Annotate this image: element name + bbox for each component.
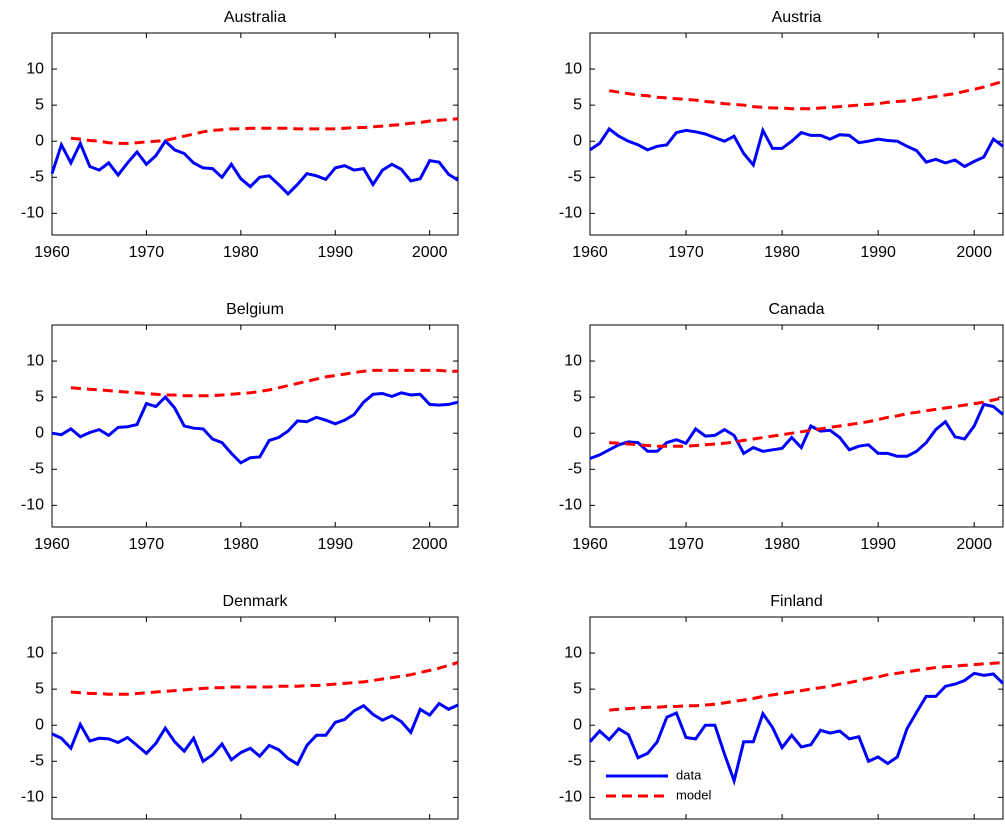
y-tick-label: -5: [30, 753, 44, 770]
series-line: [588, 671, 1005, 786]
chart-title: Australia: [224, 9, 286, 26]
series-line: [70, 117, 459, 145]
y-tick-label: -5: [30, 461, 44, 478]
x-tick-label: 1980: [764, 244, 800, 261]
y-tick-label: 5: [573, 96, 582, 113]
plot-frame: [51, 324, 459, 528]
series-line: [589, 126, 1004, 169]
x-tick-label: 1990: [317, 536, 353, 553]
series-line: [51, 701, 459, 767]
plot-frame: [51, 32, 459, 236]
plot-frame: [51, 616, 459, 820]
y-tick-label: -5: [568, 461, 582, 478]
series-line: [70, 661, 459, 696]
chart-title: Denmark: [223, 593, 289, 610]
x-tick-label: 1990: [860, 536, 896, 553]
plot-frame: [589, 324, 1004, 528]
chart-title: Belgium: [226, 301, 284, 318]
x-tick-label: 1970: [129, 244, 165, 261]
y-tick-label: 5: [573, 680, 582, 697]
legend-box: [597, 760, 721, 812]
y-tick-label: -5: [30, 169, 44, 186]
y-tick-label: 0: [573, 716, 582, 733]
y-tick-label: 5: [35, 96, 44, 113]
chart-title: Finland: [770, 593, 822, 610]
series-line: [609, 396, 1004, 448]
x-tick-label: 1980: [764, 536, 800, 553]
y-tick-label: -10: [559, 205, 582, 222]
y-tick-label: 0: [35, 132, 44, 149]
chart-title: Austria: [772, 9, 822, 26]
y-tick-label: 0: [573, 132, 582, 149]
x-tick-label: 2000: [956, 536, 992, 553]
y-tick-label: 10: [26, 352, 44, 369]
y-tick-label: 10: [564, 352, 582, 369]
x-tick-label: 1990: [317, 244, 353, 261]
legend-label: data: [676, 767, 702, 782]
legend-label: model: [676, 787, 712, 802]
series-line: [50, 138, 459, 197]
x-tick-label: 1970: [668, 536, 704, 553]
x-tick-label: 2000: [956, 244, 992, 261]
y-tick-label: 10: [26, 60, 44, 77]
y-tick-label: 5: [35, 680, 44, 697]
y-tick-label: -10: [21, 205, 44, 222]
y-tick-label: -10: [559, 789, 582, 806]
series-line: [589, 402, 1004, 460]
y-tick-label: 0: [35, 716, 44, 733]
x-tick-label: 2000: [412, 536, 448, 553]
x-tick-label: 1960: [34, 244, 70, 261]
x-tick-label: 1970: [129, 536, 165, 553]
chart-title: Canada: [768, 301, 824, 318]
x-tick-label: 1990: [860, 244, 896, 261]
y-tick-label: -5: [568, 753, 582, 770]
y-tick-label: 0: [35, 424, 44, 441]
x-tick-label: 1960: [572, 536, 608, 553]
x-tick-label: 1960: [572, 244, 608, 261]
y-tick-label: -10: [21, 497, 44, 514]
y-tick-label: 0: [573, 424, 582, 441]
y-tick-label: 5: [573, 388, 582, 405]
y-tick-label: -10: [559, 497, 582, 514]
y-tick-label: 5: [35, 388, 44, 405]
series-line: [70, 368, 458, 398]
y-tick-label: -10: [21, 789, 44, 806]
series-line: [51, 391, 459, 465]
plot-frame: [589, 616, 1004, 820]
x-tick-label: 2000: [412, 244, 448, 261]
series-line: [608, 79, 1004, 111]
x-tick-label: 1980: [223, 536, 259, 553]
series-line: [609, 661, 1004, 712]
plot-frame: [589, 32, 1004, 236]
y-tick-label: -5: [568, 169, 582, 186]
x-tick-label: 1980: [223, 244, 259, 261]
y-tick-label: 10: [564, 644, 582, 661]
y-tick-label: 10: [564, 60, 582, 77]
x-tick-label: 1970: [668, 244, 704, 261]
y-tick-label: 10: [26, 644, 44, 661]
x-tick-label: 1960: [34, 536, 70, 553]
